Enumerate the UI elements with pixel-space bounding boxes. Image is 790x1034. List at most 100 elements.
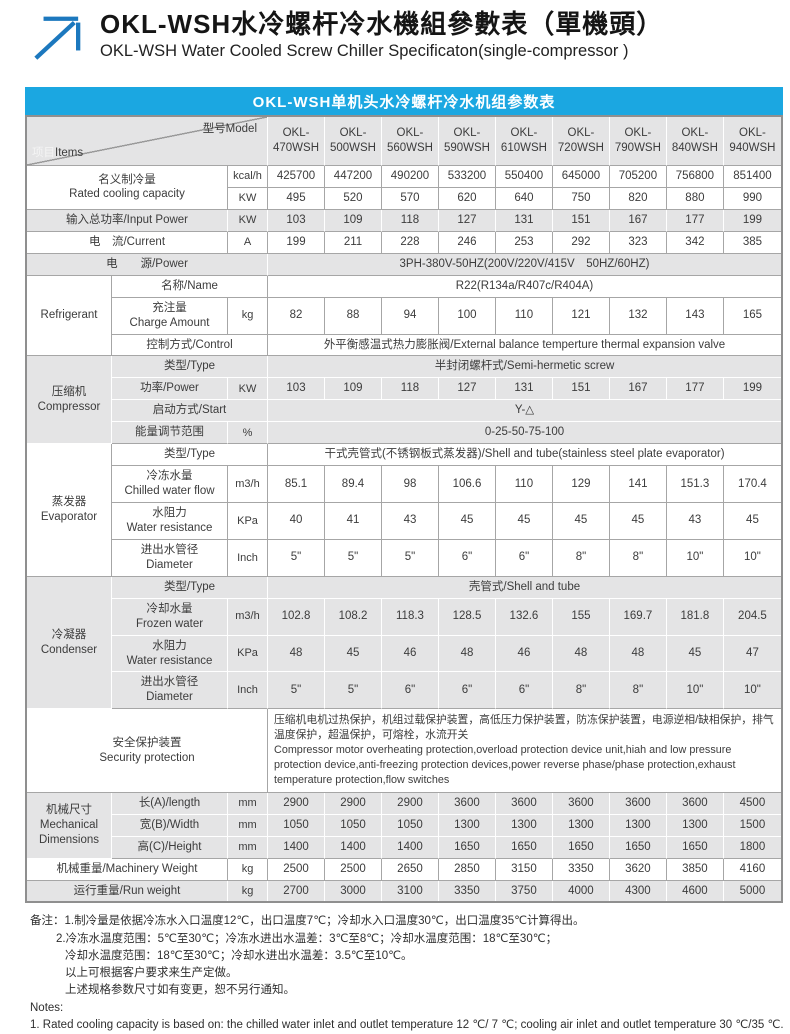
row-label-type: 类型/Type (112, 576, 269, 599)
value-cell: 110 (495, 297, 553, 335)
merged-value: 外平衡感温式热力膨胀阀/External balance temperture … (268, 334, 781, 357)
value-cell: 3600 (666, 792, 724, 815)
value-cell: 228 (381, 231, 439, 254)
unit-cell: m3/h (228, 598, 269, 636)
document-header: OKL-WSH水冷螺杆冷水機組參數表（單機頭） OKL-WSH Water Co… (30, 9, 790, 62)
value-cell: 990 (723, 187, 781, 210)
value-cell: 45 (723, 503, 781, 540)
spec-table-body: 项目Items 型号Model OKL- 470WSH OKL- 500WSH OKL-… (27, 117, 781, 902)
value-cell: 199 (723, 378, 781, 401)
row-label-power-supply: 电 源/Power (27, 253, 269, 276)
unit-cell: KW (228, 187, 269, 210)
value-cell: 177 (666, 209, 724, 232)
value-cell: 2900 (268, 792, 325, 815)
value-cell: 177 (666, 378, 724, 401)
security-text: 压缩机电机过热保护，机组过载保护装置，高低压力保护装置，防冻保护装置，电源逆相/… (268, 709, 781, 793)
value-cell: 151.3 (666, 466, 724, 503)
value-cell: 165 (723, 297, 781, 335)
value-cell: 82 (268, 297, 325, 335)
unit-cell: KW (228, 209, 269, 232)
value-cell: 48 (268, 635, 325, 673)
value-cell: 1400 (325, 836, 382, 859)
note-line: 1. Rated cooling capacity is based on: t… (30, 1018, 784, 1031)
value-cell: 5000 (723, 880, 781, 902)
table-row: 控制方式/Control 外平衡感温式热力膨胀阀/External balance… (27, 334, 781, 357)
table-row: 高(C)/Height mm 1400 1400 1400 1650 1650 1650 165… (27, 836, 781, 859)
row-label-length: 长(A)/length (112, 792, 228, 815)
model-header: OKL- 470WSH (268, 117, 325, 166)
value-cell: 108.2 (325, 598, 382, 636)
unit-cell: KW (228, 378, 269, 401)
value-cell: 620 (438, 187, 496, 210)
unit-cell: % (228, 422, 269, 445)
merged-value: 3PH-380V-50HZ(200V/220V/415V 50HZ/60HZ) (268, 253, 781, 276)
value-cell: 118 (381, 378, 439, 401)
value-cell: 5" (325, 539, 382, 577)
merged-value: Y-△ (268, 400, 781, 423)
unit-cell: Inch (228, 539, 269, 577)
value-cell: 3100 (381, 880, 439, 902)
table-row: 进出水管径 Diameter Inch 5" 5" 5" 6" 6" 8" 8" 10" 10" (27, 539, 781, 577)
value-cell: 85.1 (268, 466, 325, 503)
unit-cell: kg (228, 880, 269, 902)
merged-value: 壳管式/Shell and tube (268, 576, 781, 599)
note-line: 上述规格参数尺寸如有变更，恕不另行通知。 (65, 984, 295, 997)
row-label-width: 宽(B)/Width (112, 814, 228, 837)
value-cell: 2900 (325, 792, 382, 815)
table-row: 输入总功率/Input Power KW 103 109 118 127 131 151 167… (27, 209, 781, 232)
value-cell: 3150 (495, 858, 553, 881)
table-row: KW 495 520 570 620 640 750 820 880 990 (27, 187, 781, 210)
note-line: 备注：1.制冷量是依据冷冻水入口温度12℃，出口温度7℃；冷却水入口温度30℃，… (30, 915, 585, 928)
value-cell: 103 (268, 378, 325, 401)
value-cell: 5" (381, 539, 439, 577)
value-cell: 170.4 (723, 466, 781, 503)
corner-diagonal: 项目Items 型号Model (27, 117, 268, 165)
value-cell: 118 (381, 209, 439, 232)
row-label-compressor-power: 功率/Power (112, 378, 228, 401)
value-cell: 1400 (268, 836, 325, 859)
table-banner-text: OKL-WSH单机头水冷螺杆冷水机组参数表 (252, 93, 556, 111)
model-header: OKL- 840WSH (666, 117, 724, 166)
row-label-height: 高(C)/Height (112, 836, 228, 859)
table-row: 冷冻水量 Chilled water flow m3/h 85.1 89.4 98 106… (27, 466, 781, 503)
value-cell: 1300 (495, 814, 553, 837)
note-line: 2.冷冻水温度范围：5℃至30℃；冷冻水进出水温差：3℃至8℃；冷却水温度范围：… (56, 932, 558, 945)
value-cell: 143 (666, 297, 724, 335)
value-cell: 10" (723, 539, 781, 577)
table-row: 机械尺寸 Mechanical Dimensions 长(A)/length mm 2… (27, 792, 781, 859)
table-row: 电 流/Current A 199 211 228 246 253 292 323 342 385 (27, 231, 781, 254)
value-cell: 246 (438, 231, 496, 254)
value-cell: 45 (325, 635, 382, 673)
model-header: OKL- 500WSH (325, 117, 382, 166)
unit-cell: KPa (228, 635, 269, 673)
unit-cell: A (228, 231, 269, 254)
row-label-energy-range: 能量调节范围 (112, 422, 228, 445)
row-label-name: 名称/Name (112, 275, 269, 298)
value-cell: 132.6 (495, 598, 553, 636)
value-cell: 1050 (325, 814, 382, 837)
value-cell: 1650 (609, 836, 667, 859)
note-line: 以上可根据客户要求来生产定做。 (65, 967, 238, 980)
value-cell: 3350 (552, 858, 610, 881)
table-row: 安全保护装置 Security protection 压缩机电机过热保护，机组过载… (27, 709, 781, 793)
value-cell: 2650 (381, 858, 439, 881)
table-row: 充注量 Charge Amount kg 82 88 94 100 110 121 132 143… (27, 297, 781, 335)
model-label: 型号Model (202, 123, 258, 135)
value-cell: 1300 (552, 814, 610, 837)
value-cell: 128.5 (438, 598, 496, 636)
value-cell: 100 (438, 297, 496, 335)
row-label-current: 电 流/Current (27, 231, 228, 254)
value-cell: 151 (552, 209, 610, 232)
merged-value: 0-25-50-75-100 (268, 422, 781, 445)
table-row: 名义制冷量 Rated cooling capacity kcal/h 425700… (27, 166, 781, 210)
table-row: 功率/Power KW 103 109 118 127 131 151 167 177 199 (27, 378, 781, 401)
unit-cell: kg (228, 858, 269, 881)
value-cell: 2900 (381, 792, 439, 815)
table-corner-cell: 项目Items 型号Model (27, 117, 269, 166)
value-cell: 141 (609, 466, 667, 503)
page-title-english: OKL-WSH Water Cooled Screw Chiller Speci… (100, 41, 629, 60)
value-cell: 3000 (325, 880, 382, 902)
row-label-water-resistance: 水阻力 Water resistance (112, 503, 228, 540)
title-block: OKL-WSH水冷螺杆冷水機組參數表（單機頭） OKL-WSH Water Co… (100, 9, 663, 62)
row-label-input-power: 输入总功率/Input Power (27, 209, 228, 232)
